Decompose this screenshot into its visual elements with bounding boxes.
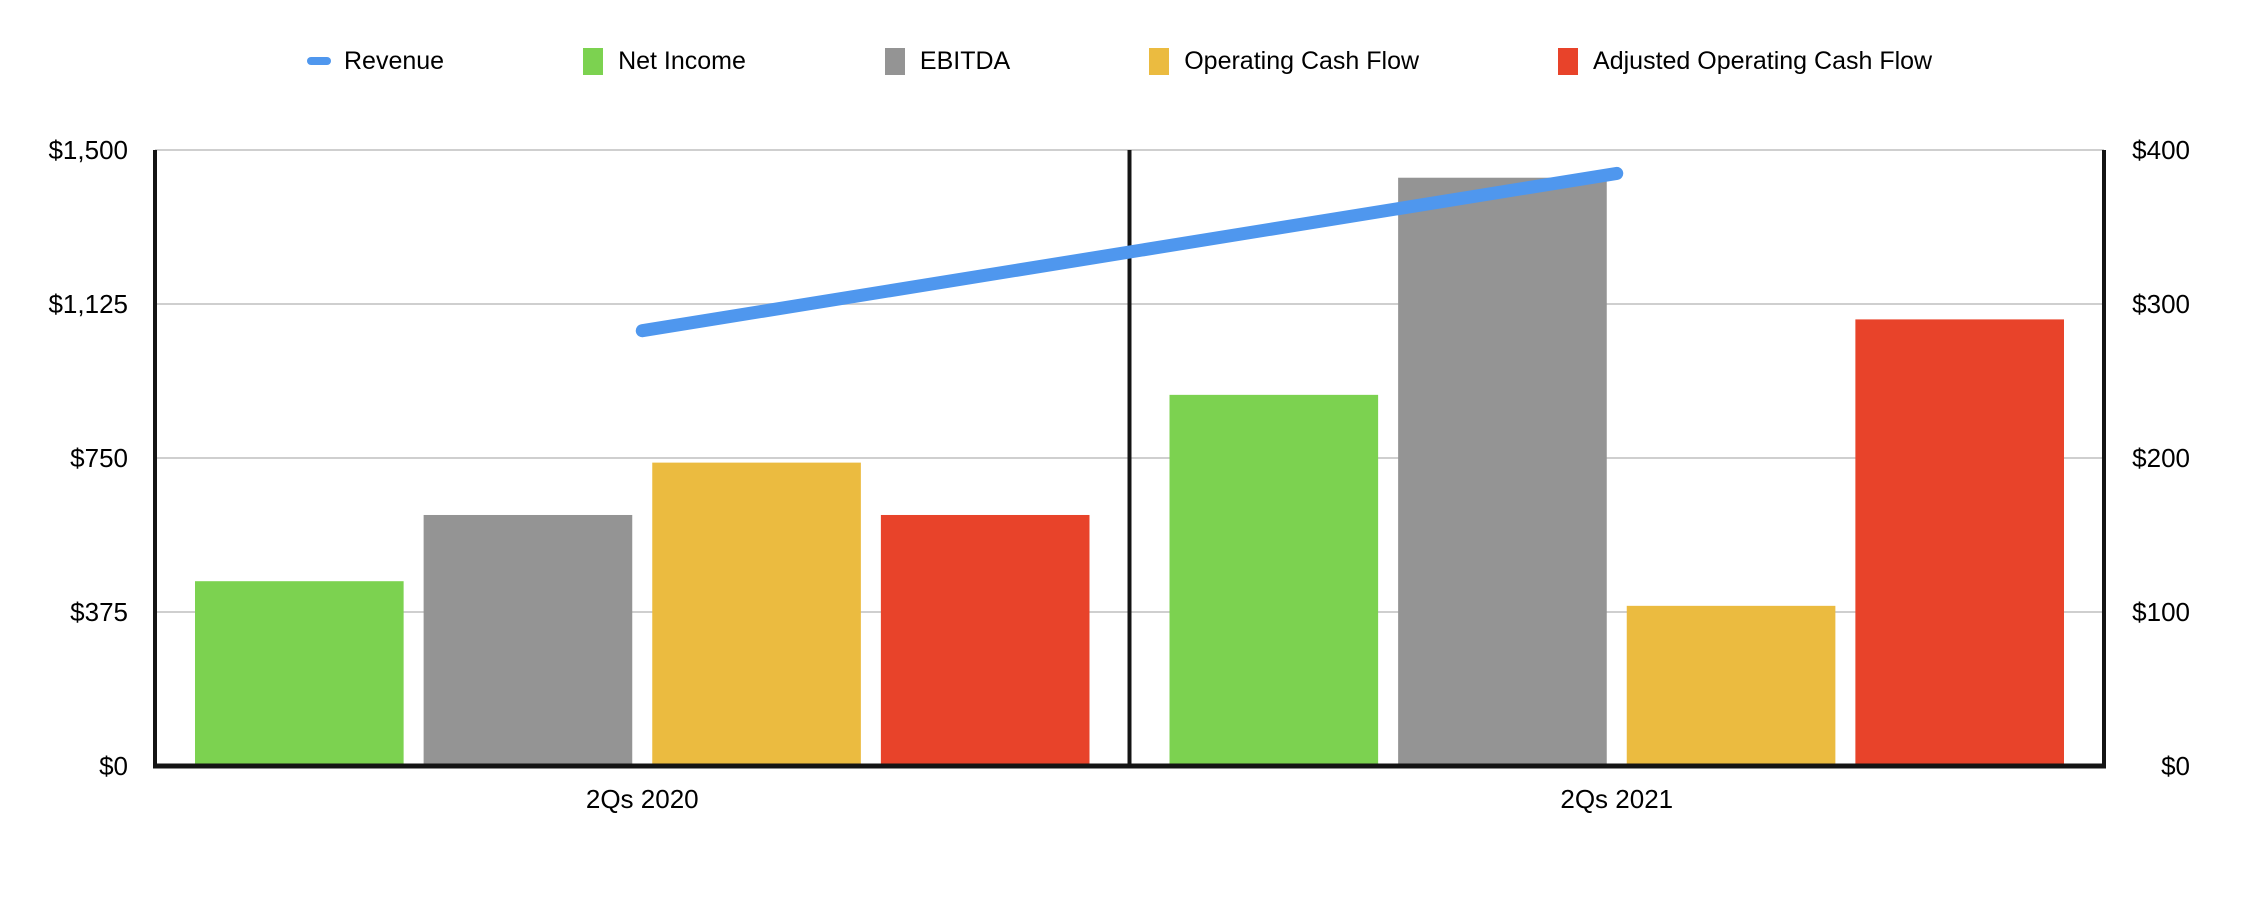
tick-right-tick-label: $200 [2132, 443, 2190, 473]
bar-operating-cash-flow-2qs-2021 [1626, 605, 1836, 766]
bar-operating-cash-flow-2qs-2020 [652, 462, 861, 766]
legend: Revenue Net Income EBITDA Operating Cash Fl… [307, 44, 1932, 78]
legend-label: EBITDA [919, 46, 1011, 75]
legend-label: Revenue [344, 46, 445, 75]
tick-left-tick-label: $1,500 [48, 135, 128, 165]
legend-label: Adjusted Operating Cash Flow [1593, 46, 1933, 75]
tick-left-tick-label: $375 [70, 597, 128, 627]
tick-left-tick-label: $1,125 [48, 289, 128, 319]
bar-ebitda-2qs-2021 [1398, 177, 1607, 767]
revenue-swatch-icon [307, 57, 331, 65]
bar-ebitda-2qs-2020 [423, 514, 633, 766]
bar-adjusted-operating-cash-flow-2qs-2021 [1855, 319, 2064, 766]
line-revenue [635, 166, 1624, 338]
legend-label: Operating Cash Flow [1184, 46, 1420, 75]
legend-item-adjusted-operating-cash-flow: Adjusted Operating Cash Flow [1558, 47, 1932, 76]
legend-label: Net Income [618, 46, 746, 75]
legend-item-net-income: Net Income [583, 47, 746, 76]
operating-cash-flow-swatch-icon [1149, 47, 1170, 75]
tick-right-tick-label: $100 [2132, 597, 2190, 627]
net-income-swatch-icon [583, 47, 604, 75]
bar-adjusted-operating-cash-flow-2qs-2020 [880, 514, 1090, 766]
tick-left-tick-label: $750 [70, 443, 128, 473]
x-category-label-2qs-2021: 2Qs 2021 [1560, 784, 1674, 814]
tick-right-tick-label: $0 [2161, 751, 2190, 781]
bar-net-income-2qs-2020 [195, 581, 404, 766]
tick-right-tick-label: $300 [2132, 289, 2190, 319]
legend-item-ebitda: EBITDA [884, 46, 1011, 76]
tick-right-tick-label: $400 [2132, 135, 2190, 165]
tick-left-tick-label: $0 [99, 751, 128, 781]
x-category-label-2qs-2020: 2Qs 2020 [585, 784, 699, 814]
legend-item-operating-cash-flow: Operating Cash Flow [1149, 47, 1419, 76]
legend-item-revenue: Revenue [307, 47, 444, 76]
adjusted-operating-cash-flow-swatch-icon [1558, 47, 1579, 75]
bar-net-income-2qs-2021 [1169, 394, 1379, 766]
ebitda-swatch-icon [884, 47, 905, 75]
